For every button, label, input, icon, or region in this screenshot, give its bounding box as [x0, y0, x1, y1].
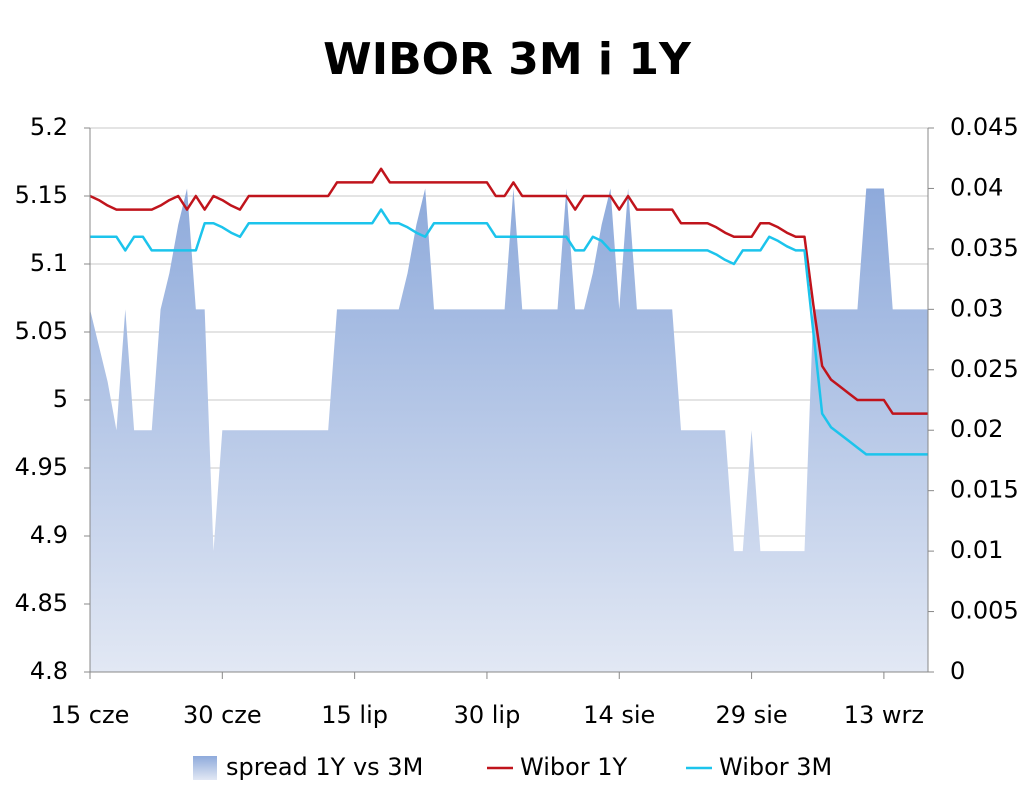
y2-tick-label: 0.04: [950, 173, 1003, 201]
y2-tick-label: 0.02: [950, 415, 1003, 443]
x-tick-label: 30 cze: [183, 701, 262, 729]
line: [89, 167, 928, 415]
x-tick-label: 14 sie: [583, 701, 655, 729]
chart-title: WIBOR 3M i 1Y: [323, 34, 692, 85]
y-tick-label: 4.95: [15, 453, 68, 481]
y2-tick-label: 0.01: [950, 536, 1003, 564]
x-tick-label: 29 sie: [716, 701, 788, 729]
y2-tick-label: 0.005: [950, 597, 1019, 625]
x-tick-label: 13 wrz: [844, 701, 924, 729]
y-tick-label: 5.2: [30, 113, 68, 141]
x-tick-label: 15 cze: [51, 701, 130, 729]
legend: spread 1Y vs 3M Wibor 1Y Wibor 3M: [193, 753, 832, 781]
y-tick-label: 4.85: [15, 589, 68, 617]
y-tick-label: 4.9: [30, 521, 68, 549]
y-tick-label: 5.15: [15, 181, 68, 209]
legend-label: spread 1Y vs 3M: [226, 753, 423, 781]
line: [90, 208, 928, 456]
plot-area: [89, 167, 928, 672]
y-tick-label: 5.05: [15, 317, 68, 345]
x-tick-label: 30 lip: [454, 701, 521, 729]
y-tick-label: 4.8: [30, 657, 68, 685]
y2-tick-label: 0.015: [950, 476, 1019, 504]
y2-tick-label: 0.025: [950, 355, 1019, 383]
area: [90, 188, 928, 672]
y2-tick-label: 0: [950, 657, 965, 685]
x-tick-label: 15 lip: [321, 701, 388, 729]
y2-tick-label: 0.035: [950, 234, 1019, 262]
legend-label: Wibor 3M: [719, 753, 832, 781]
y2-tick-label: 0.03: [950, 294, 1003, 322]
y2-tick-label: 0.045: [950, 113, 1019, 141]
y-tick-label: 5: [53, 385, 68, 413]
y-tick-label: 5.1: [30, 249, 68, 277]
legend-label: Wibor 1Y: [520, 753, 628, 781]
legend-swatch: [193, 756, 217, 780]
axes: 4.8 4.85 4.9 4.95 5 5.05 5.1 5.15 5.2 0 0.005 0.01 0…: [15, 113, 1019, 729]
